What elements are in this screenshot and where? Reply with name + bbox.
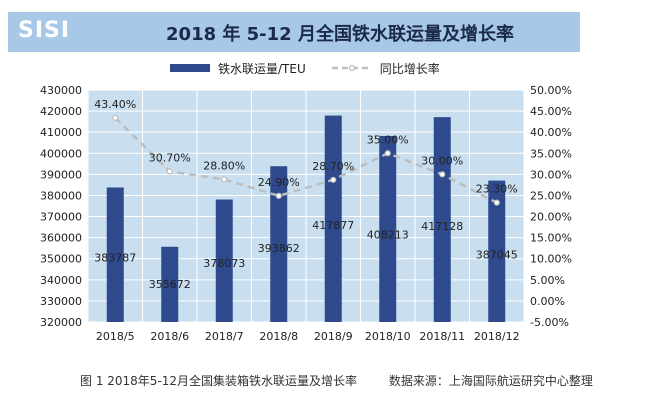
growth-point xyxy=(166,168,173,175)
y-right-tick-label: 25.00% xyxy=(530,189,572,202)
x-tick-label: 2018/7 xyxy=(205,330,244,343)
growth-value-label: 24.90% xyxy=(258,176,300,189)
y-right-tick-label: 0.00% xyxy=(530,295,565,308)
y-right-tick-label: 5.00% xyxy=(530,274,565,287)
growth-value-label: 28.70% xyxy=(312,160,354,173)
y-left-tick-label: 390000 xyxy=(40,168,82,181)
growth-value-label: 43.40% xyxy=(94,98,136,111)
x-tick-label: 2018/5 xyxy=(96,330,135,343)
chart-frame: SISI 2018 年 5-12 月全国铁水联运量及增长率 铁水联运量/TEU … xyxy=(8,12,580,343)
x-tick-label: 2018/8 xyxy=(259,330,298,343)
bar-value-label: 383787 xyxy=(94,251,136,264)
y-left-tick-label: 420000 xyxy=(40,105,82,118)
y-left-tick-label: 410000 xyxy=(40,126,82,139)
y-left-tick-label: 360000 xyxy=(40,232,82,245)
growth-line xyxy=(114,116,498,204)
bar-value-label: 393862 xyxy=(258,242,300,255)
growth-point xyxy=(384,150,391,157)
x-tick-label: 2018/6 xyxy=(150,330,189,343)
bar xyxy=(106,187,124,322)
y-right-tick-label: 45.00% xyxy=(530,105,572,118)
growth-point xyxy=(330,176,337,183)
y-left-tick-label: 320000 xyxy=(40,316,82,329)
legend-label-growth: 同比增长率 xyxy=(379,61,440,76)
x-tick-label: 2018/9 xyxy=(314,330,353,343)
bar xyxy=(488,180,506,322)
growth-point xyxy=(439,171,446,178)
bar xyxy=(324,115,342,322)
sisi-logo: SISI xyxy=(18,18,71,43)
bar xyxy=(161,246,179,322)
plot-area: 320000 330000 340000 350000 360000 370000 3800… xyxy=(40,84,572,343)
growth-value-label: 30.00% xyxy=(421,154,463,167)
bar xyxy=(433,117,451,322)
caption-source-text: 数据来源：上海国际航运研究中心整理 xyxy=(388,374,593,388)
y-right-tick-label: 10.00% xyxy=(530,253,572,266)
bar-value-label: 408213 xyxy=(367,228,409,241)
bar xyxy=(379,135,397,322)
y-right-tick-label: 35.00% xyxy=(530,147,572,160)
bar-value-label: 417877 xyxy=(312,219,354,232)
y-left-tick-label: 430000 xyxy=(40,84,82,97)
legend-item-volume: 铁水联运量/TEU xyxy=(170,60,306,77)
y-right-tick-label: 15.00% xyxy=(530,232,572,245)
bar-value-label: 387045 xyxy=(476,248,518,261)
growth-point xyxy=(221,176,228,183)
y-left-tick-label: 370000 xyxy=(40,211,82,224)
figure-caption: 图 1 2018年5-12月全国集装箱铁水联运量及增长率 数据来源：上海国际航运… xyxy=(80,372,593,389)
y-left-tick-label: 400000 xyxy=(40,147,82,160)
x-tick-label: 2018/10 xyxy=(365,330,411,343)
y-left-tick-label: 380000 xyxy=(40,189,82,202)
y-right-tick-label: -5.00% xyxy=(530,316,569,329)
growth-point xyxy=(493,199,500,206)
caption-figure-text: 图 1 2018年5-12月全国集装箱铁水联运量及增长率 xyxy=(80,374,358,388)
y-right-tick-label: 40.00% xyxy=(530,126,572,139)
y-left-tick-label: 340000 xyxy=(40,274,82,287)
legend-item-growth: 同比增长率 xyxy=(331,60,440,77)
growth-point xyxy=(112,114,119,121)
y-right-tick-label: 50.00% xyxy=(530,84,572,97)
y-right-tick-label: 20.00% xyxy=(530,211,572,224)
growth-value-label: 30.70% xyxy=(149,151,191,164)
growth-value-label: 28.80% xyxy=(203,159,245,172)
y-right-tick-label: 30.00% xyxy=(530,168,572,181)
bar-value-label: 417128 xyxy=(421,220,463,233)
bar xyxy=(215,199,233,322)
growth-point xyxy=(275,192,282,199)
y-left-tick-label: 330000 xyxy=(40,295,82,308)
legend-bar-swatch xyxy=(170,64,210,72)
x-tick-label: 2018/12 xyxy=(474,330,520,343)
legend: 铁水联运量/TEU 同比增长率 xyxy=(170,58,466,78)
growth-value-label: 23.30% xyxy=(476,183,518,196)
x-tick-label: 2018/11 xyxy=(419,330,465,343)
y-left-tick-label: 350000 xyxy=(40,253,82,266)
bar xyxy=(270,166,288,322)
bar-value-label: 378073 xyxy=(203,257,245,270)
chart-title: 2018 年 5-12 月全国铁水联运量及增长率 xyxy=(166,24,514,45)
legend-line-swatch xyxy=(331,64,372,72)
legend-label-volume: 铁水联运量/TEU xyxy=(218,61,306,76)
bar-value-label: 355672 xyxy=(149,278,191,291)
title-bar xyxy=(8,12,580,52)
growth-value-label: 35.00% xyxy=(367,133,409,146)
